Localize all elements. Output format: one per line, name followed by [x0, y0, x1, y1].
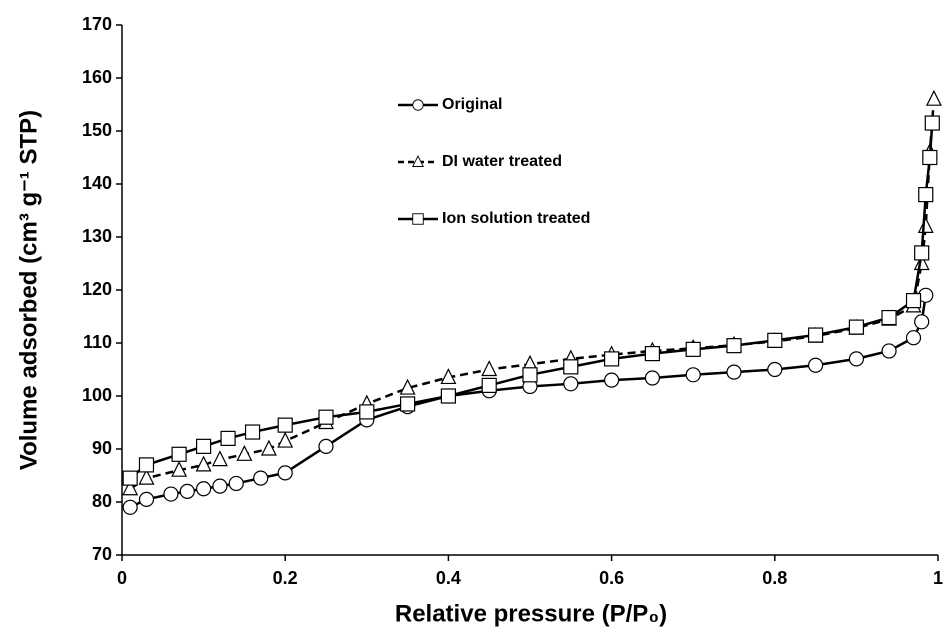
marker: [481, 377, 497, 393]
marker: [196, 438, 212, 454]
y-tick-label: 170: [82, 14, 112, 34]
marker: [220, 430, 236, 446]
marker: [171, 446, 187, 462]
legend-marker: [412, 99, 424, 111]
marker: [603, 351, 620, 367]
marker: [318, 409, 334, 425]
marker: [922, 149, 938, 166]
marker: [195, 455, 212, 472]
marker: [481, 360, 498, 377]
marker: [138, 468, 155, 485]
marker: [138, 491, 155, 507]
marker: [563, 359, 579, 375]
marker: [244, 424, 261, 440]
marker: [236, 444, 253, 461]
marker: [122, 499, 138, 515]
y-tick-label: 100: [82, 385, 112, 405]
x-axis-title: Relative pressure (P/P₀): [395, 600, 667, 627]
x-tick-label: 0.4: [436, 568, 461, 588]
marker: [277, 431, 294, 448]
marker: [848, 351, 865, 367]
y-tick-label: 160: [82, 67, 112, 87]
marker: [917, 217, 934, 233]
marker: [905, 330, 922, 346]
marker: [563, 376, 579, 392]
marker: [399, 378, 416, 395]
legend-label: Ion solution treated: [442, 210, 590, 227]
marker: [644, 346, 661, 362]
y-axis-title: Volume adsorbed (cm³ g⁻¹ STP): [15, 110, 42, 470]
marker: [522, 367, 538, 383]
marker: [277, 417, 293, 433]
marker: [400, 396, 416, 412]
marker: [211, 450, 228, 467]
marker: [179, 483, 195, 499]
marker: [260, 439, 277, 456]
marker: [644, 370, 661, 386]
marker: [122, 479, 139, 496]
marker: [767, 332, 783, 348]
marker: [905, 293, 922, 309]
y-tick-label: 130: [82, 226, 112, 246]
x-tick-label: 0.2: [273, 568, 298, 588]
y-tick-label: 110: [83, 332, 112, 352]
marker: [924, 115, 940, 131]
marker: [726, 338, 742, 354]
y-tick-label: 150: [82, 120, 112, 140]
y-tick-label: 70: [92, 544, 112, 564]
marker: [881, 309, 897, 326]
marker: [163, 486, 179, 502]
marker: [925, 89, 942, 106]
series-line: [129, 295, 927, 509]
marker: [212, 478, 228, 494]
marker: [440, 388, 456, 404]
legend-marker: [412, 154, 424, 167]
marker: [767, 361, 783, 378]
y-tick-label: 90: [92, 438, 112, 458]
marker: [914, 314, 930, 330]
y-tick-label: 120: [82, 279, 112, 299]
marker: [196, 481, 212, 497]
marker: [318, 438, 334, 454]
marker: [440, 368, 457, 385]
marker: [914, 245, 930, 261]
marker: [918, 187, 934, 203]
x-tick-label: 0.6: [599, 568, 624, 588]
legend-marker: [412, 213, 424, 225]
x-tick-label: 1: [933, 568, 943, 588]
marker: [848, 319, 865, 335]
x-tick-label: 0.8: [762, 568, 787, 588]
marker: [122, 470, 138, 486]
marker: [726, 364, 742, 380]
marker: [603, 372, 620, 388]
marker: [171, 460, 188, 477]
y-tick-label: 80: [92, 491, 112, 511]
marker: [685, 367, 701, 383]
series-line: [129, 99, 936, 490]
marker: [881, 343, 897, 359]
marker: [359, 404, 375, 420]
marker: [138, 457, 155, 473]
legend-label: DI water treated: [442, 153, 562, 170]
marker: [685, 341, 701, 357]
x-tick-label: 0: [117, 568, 127, 588]
marker: [228, 475, 244, 492]
marker: [277, 465, 293, 481]
legend-label: Original: [442, 96, 502, 113]
y-tick-label: 140: [82, 173, 112, 193]
marker: [807, 357, 824, 373]
marker: [253, 470, 269, 486]
marker: [807, 327, 824, 343]
